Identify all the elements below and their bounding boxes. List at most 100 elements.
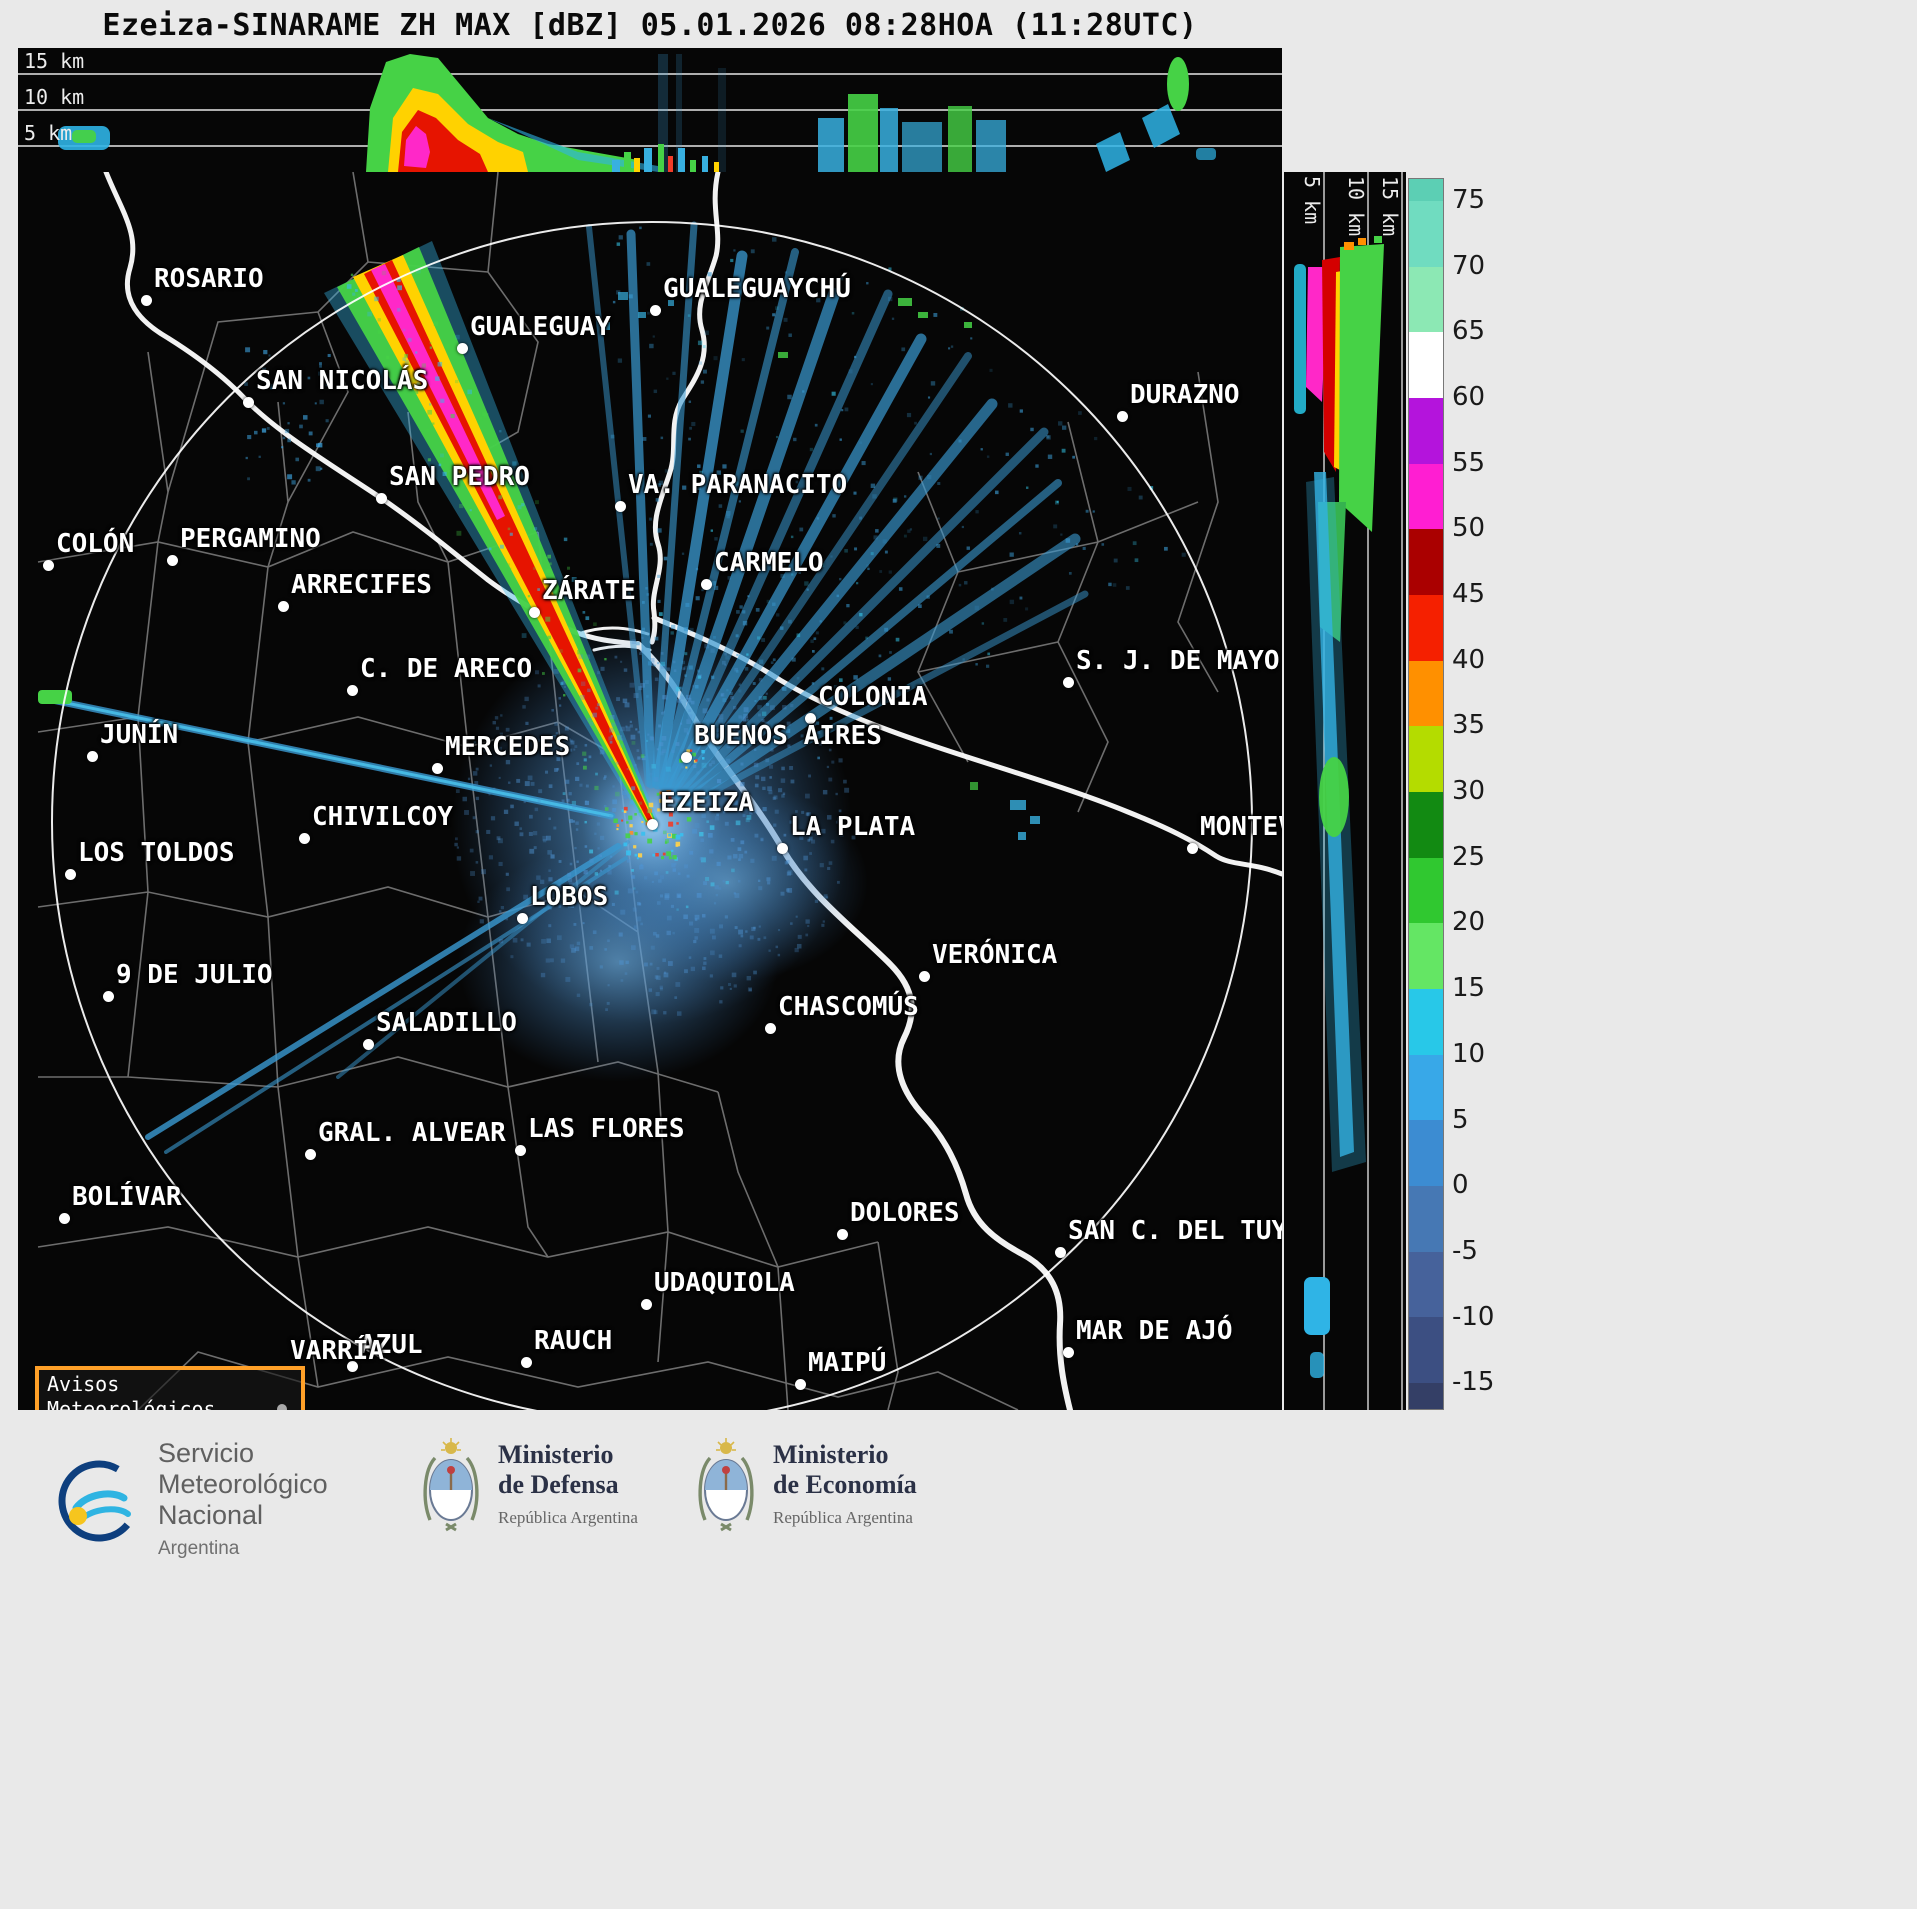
colorbar-segment <box>1409 923 1443 990</box>
colorbar-tick-label: 20 <box>1452 907 1486 938</box>
coat-of-arms-icon <box>698 1438 754 1532</box>
city-label: GRAL. ALVEAR <box>317 1117 506 1148</box>
city-dot <box>166 554 178 566</box>
colorbar-segment <box>1409 1120 1443 1187</box>
city-dot <box>86 750 98 762</box>
top-cross-section-panel: 15 km 10 km 5 km <box>18 48 1282 172</box>
city-label: EZEIZA <box>660 788 754 819</box>
colorbar-tick-label: 65 <box>1452 316 1486 347</box>
colorbar-segment <box>1409 792 1443 858</box>
city-label: COLONIA <box>818 681 928 712</box>
city-dot <box>278 601 290 613</box>
colorbar-tick-label: 25 <box>1452 841 1486 872</box>
colorbar-tick-label: 70 <box>1452 250 1486 281</box>
colorbar-tick-label: 10 <box>1452 1038 1486 1069</box>
economia-logo-group: Ministerio de Economía República Argenti… <box>695 1438 917 1534</box>
defensa-logo-group: Ministerio de Defensa República Argentin… <box>420 1438 638 1534</box>
colorbar-tick-label: 55 <box>1452 447 1486 478</box>
city-dot <box>1063 677 1074 689</box>
city-dot <box>805 712 817 724</box>
clutter-speckles <box>244 226 1186 1016</box>
city-label: GUALEGUAYCHÚ <box>663 274 851 305</box>
colorbar-segment <box>1409 595 1443 661</box>
colorbar-tick-label: -5 <box>1452 1235 1478 1266</box>
city-dot <box>299 833 311 845</box>
colorbar-segment <box>1409 726 1443 793</box>
colorbar-tick-label: -10 <box>1452 1301 1495 1332</box>
city-label: CARMELO <box>713 548 824 578</box>
economia-line-2: de Economía <box>773 1469 917 1499</box>
city-dot <box>521 1356 532 1368</box>
right-cross-section-panel: 5 km 10 km 15 km <box>1284 172 1406 1410</box>
city-label: LOBOS <box>529 882 609 913</box>
city-label: MAIPÚ <box>808 1348 887 1378</box>
scattered-echoes <box>602 292 1040 840</box>
colorbar-ticks: 75 70 65 60 55 50 45 40 35 30 25 20 15 10 5 0 -5 -10 -15 <box>1452 178 1562 1408</box>
colorbar-segment <box>1409 989 1443 1055</box>
colorbar-segment <box>1409 201 1443 267</box>
defensa-line-2: de Defensa <box>498 1469 619 1499</box>
colorbar-tick-label: 50 <box>1452 513 1486 544</box>
city-label: 9 DE JULIO <box>115 960 273 990</box>
city-label: C. DE ARECO <box>359 653 533 684</box>
colorbar-tick-label: 40 <box>1452 644 1486 675</box>
colorbar-segment <box>1409 529 1443 596</box>
coat-of-arms-icon <box>423 1438 479 1532</box>
city-dot <box>681 751 693 763</box>
city-dot <box>1063 1346 1074 1358</box>
city-dot <box>304 1148 316 1160</box>
defensa-line-1: Ministerio <box>498 1439 614 1469</box>
right-cross-section-plot <box>1294 172 1403 1410</box>
colorbar-segment <box>1409 1186 1443 1252</box>
city-dot <box>919 970 931 982</box>
height-label: 10 km <box>24 85 85 109</box>
warning-box[interactable]: Avisos Meteorológicos a Muy Corto Plazo <box>35 1366 305 1410</box>
defensa-logo-text: Ministerio de Defensa República Argentin… <box>498 1440 638 1533</box>
city-dot <box>42 559 54 571</box>
city-dot <box>795 1379 807 1390</box>
height-label: 5 km <box>1300 176 1324 225</box>
colorbar-segment <box>1409 463 1443 530</box>
colorbar-segment <box>1409 857 1443 924</box>
height-label: 15 km <box>1378 176 1402 237</box>
city-dot <box>457 343 469 355</box>
city-dot <box>528 606 540 618</box>
city-dot <box>615 501 627 512</box>
city-label: LA PLATA <box>789 811 916 842</box>
range-ring <box>51 221 1253 1410</box>
colorbar-segment <box>1409 1251 1443 1318</box>
city-label: SAN C. DEL TUYÚ <box>1068 1216 1282 1247</box>
city-label: CHIVILCOY <box>312 802 453 833</box>
colorbar-segment <box>1409 398 1443 464</box>
city-dot <box>764 1022 776 1034</box>
colorbar-tick-label: 0 <box>1452 1170 1469 1201</box>
smn-logo-group: Servicio Meteorológico Nacional Argentin… <box>56 1438 328 1564</box>
colorbar-segment <box>1409 332 1443 399</box>
city-label: SAN PEDRO <box>389 461 530 492</box>
city-label: GUALEGUAY <box>470 312 611 343</box>
colorbar-segment <box>1409 1317 1443 1384</box>
city-label: MERCEDES <box>445 731 571 762</box>
colorbar-tick-label: 60 <box>1452 382 1486 413</box>
economia-line-3: República Argentina <box>773 1507 913 1527</box>
colorbar-segment <box>1409 1054 1443 1121</box>
height-label: 15 km <box>24 49 85 73</box>
interference-rays <box>586 221 1089 809</box>
colorbar-tick-label: -15 <box>1452 1367 1495 1398</box>
radar-map-panel: ROSARIO GUALEGUAYCHÚ GUALEGUAY SAN NICOLÁS D… <box>18 172 1282 1410</box>
economia-logo-text: Ministerio de Economía República Argenti… <box>773 1440 917 1533</box>
height-label: 10 km <box>1344 176 1368 237</box>
city-label: SAN NICOLÁS <box>256 366 429 397</box>
city-label: LAS FLORES <box>528 1114 685 1145</box>
city-dot <box>64 868 76 880</box>
city-dot <box>640 1299 652 1311</box>
page-title: Ezeiza-SINARAME ZH MAX [dBZ] 05.01.2026 … <box>102 8 1198 43</box>
city-dot <box>1187 842 1198 854</box>
city-label: LOS TOLDOS <box>77 837 235 868</box>
city-label: COLÓN <box>55 528 135 559</box>
colorbar-tick-label: 5 <box>1452 1104 1469 1135</box>
city-label: DURAZNO <box>1129 380 1240 410</box>
city-dot <box>1055 1247 1067 1259</box>
